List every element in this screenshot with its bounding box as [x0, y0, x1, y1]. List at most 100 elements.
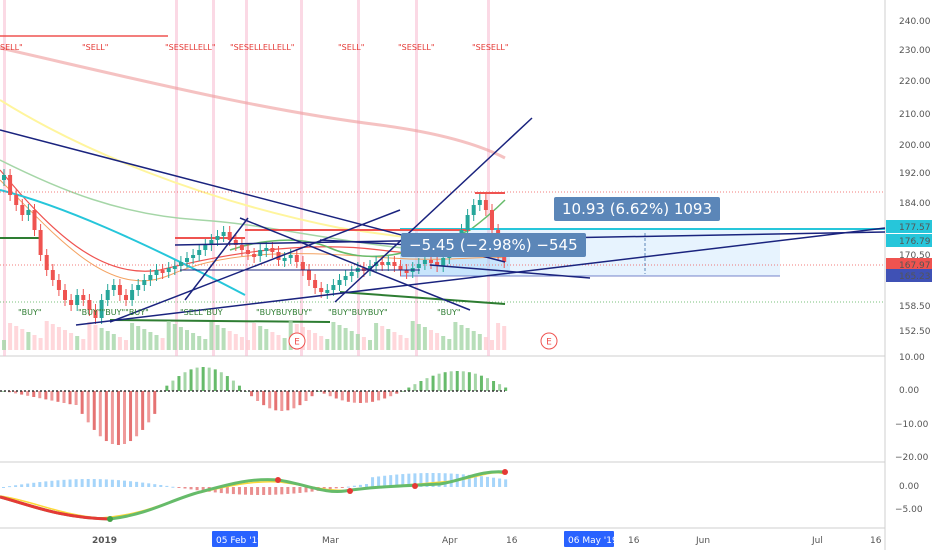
- volume-bar: [313, 333, 318, 350]
- trendline-up-long: [75, 227, 886, 326]
- volume-bar: [410, 321, 415, 350]
- candle-body: [276, 252, 281, 260]
- histogram-bar: [383, 391, 387, 399]
- candle-body: [429, 260, 433, 263]
- price-badge-label: 177.57: [899, 223, 931, 233]
- candle-body: [172, 266, 177, 269]
- earnings-label: E: [546, 338, 552, 348]
- histogram-axis[interactable]: 10.00 0.00 −10.00 −20.00: [895, 353, 929, 463]
- histogram-bar: [322, 391, 326, 394]
- measurement-label-upper[interactable]: 10.93 (6.62%) 1093: [554, 197, 721, 221]
- oscillator-bar: [479, 476, 483, 487]
- oscillator-axis[interactable]: 0.00 −5.00: [895, 482, 923, 515]
- volume-bar: [429, 330, 433, 350]
- oscillator-bar: [237, 487, 241, 495]
- volume-bar: [374, 323, 379, 350]
- buy-signal: "BUY": [437, 308, 461, 317]
- volume-bar: [93, 325, 98, 350]
- buy-signals: "BUY" "BUY""BUY""BUY" "SELL"BUY "BUYBUYB…: [18, 308, 461, 317]
- candle-body: [209, 240, 214, 245]
- oscillator-bar: [371, 477, 375, 487]
- time-highlight-label: 05 Feb '19: [216, 536, 263, 546]
- histogram-bar: [292, 391, 296, 409]
- histogram-bar: [135, 391, 139, 437]
- histogram-bar: [443, 372, 447, 391]
- volume-bar: [32, 335, 37, 350]
- candle-body: [26, 210, 31, 215]
- price-badge-label: 176.79: [899, 237, 931, 247]
- volume-bar: [130, 323, 135, 350]
- volume-bar: [81, 339, 86, 350]
- volume-bar: [282, 338, 287, 350]
- buy-signal: "BUY": [18, 308, 42, 317]
- measurement-label-lower[interactable]: −5.45 (−2.98%) −545: [401, 233, 586, 257]
- sell-signal: "SESELLELL": [165, 43, 216, 52]
- histogram-bar: [213, 369, 217, 391]
- oscillator-bar: [298, 487, 302, 493]
- volume-bar: [203, 339, 208, 350]
- candle-body: [93, 310, 98, 318]
- candle-body: [300, 262, 305, 270]
- volume-bar: [215, 325, 220, 350]
- buy-signal: "BUY"BUYBUY": [328, 308, 388, 317]
- earnings-icon[interactable]: [540, 332, 558, 350]
- candle-body: [178, 262, 183, 266]
- candle-body: [404, 270, 409, 273]
- histogram-bar: [316, 391, 320, 392]
- candle-body: [81, 295, 86, 300]
- oscillator-bar: [98, 479, 102, 487]
- candle-body: [2, 175, 6, 180]
- oscillator-bar: [171, 486, 175, 488]
- candle-body: [307, 270, 311, 280]
- candle-body: [422, 260, 427, 264]
- oscillator-bar: [141, 482, 145, 487]
- histogram-bar: [32, 391, 36, 397]
- candle-body: [398, 266, 403, 270]
- histogram-bar: [38, 391, 42, 399]
- price-badge-176-79: [886, 234, 932, 247]
- histogram-bar: [92, 391, 96, 430]
- candle-body: [124, 295, 128, 300]
- price-badge-167-97: [886, 258, 932, 271]
- histogram-bar: [165, 385, 169, 391]
- hist-tick: 10.00: [899, 353, 925, 363]
- sell-signal: SELL": [0, 43, 23, 52]
- osc-tick: −5.00: [895, 505, 923, 515]
- candle-body: [435, 262, 440, 266]
- histogram-bar: [201, 367, 205, 391]
- volume-bar: [349, 331, 354, 350]
- sell-signal: "SESELL": [398, 43, 435, 52]
- oscillator-bar: [256, 487, 260, 495]
- oscillator-bar: [86, 479, 90, 487]
- earnings-marker[interactable]: E: [540, 332, 558, 350]
- histogram-bar: [346, 391, 350, 402]
- volume-bar: [471, 331, 476, 350]
- sell-signal: "SESELL": [472, 43, 509, 52]
- oscillator-bar: [286, 487, 290, 494]
- volume-bar: [124, 340, 128, 350]
- earnings-icon[interactable]: [288, 332, 306, 350]
- volume-bar: [477, 334, 482, 350]
- oscillator-bar: [274, 487, 278, 495]
- histogram-bars: [0, 367, 508, 445]
- histogram-bar: [231, 380, 235, 391]
- volume-bar: [221, 328, 226, 350]
- volume-bar: [404, 338, 409, 350]
- candle-body: [185, 258, 189, 262]
- oscillator-bar: [486, 476, 489, 487]
- earnings-marker[interactable]: E: [288, 332, 306, 350]
- price-badge-label: 167.97: [899, 261, 931, 271]
- volume-bar: [185, 330, 189, 350]
- price-axis[interactable]: 240.00 230.00 220.00 210.00 200.00 192.0…: [886, 17, 932, 337]
- histogram-bar: [455, 371, 459, 391]
- time-label: Apr: [442, 536, 458, 546]
- time-axis[interactable]: 2019 Mar Apr 16 16 Jun Jul 16 05 Feb '19…: [92, 531, 882, 547]
- price-badge-165-23: [886, 269, 932, 282]
- trendline-up-steep: [334, 117, 533, 303]
- volume-bar: [502, 326, 507, 350]
- oscillator-bar: [437, 473, 441, 487]
- volume-bar: [26, 332, 31, 350]
- candle-body: [32, 210, 37, 230]
